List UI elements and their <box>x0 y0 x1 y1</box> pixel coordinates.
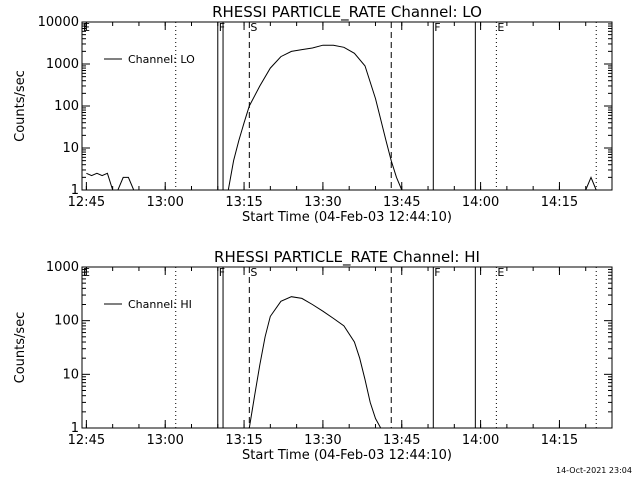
footer-timestamp: 14-Oct-2021 23:04 <box>556 466 632 475</box>
chart1-y-tick-label: 1000 <box>46 57 79 72</box>
chart2-y-tick-label: 1000 <box>46 260 79 275</box>
chart2-series-line <box>248 296 382 429</box>
chart2-marker-label: F <box>219 266 225 279</box>
chart2-y-axis-label: Counts/sec <box>13 312 28 384</box>
chart2-marker-label: E <box>83 266 90 279</box>
chart1-y-tick-label: 10000 <box>38 15 79 30</box>
chart2-x-tick-label: 12:45 <box>68 433 105 448</box>
chart2-title: RHESSI PARTICLE_RATE Channel: HI <box>214 248 480 267</box>
chart2-x-tick-label: 13:45 <box>383 433 420 448</box>
chart1-marker-label: F <box>434 21 440 34</box>
chart2-x-tick-label: 14:00 <box>462 433 499 448</box>
chart2-x-tick-label: 13:00 <box>146 433 183 448</box>
chart1-marker-label: F <box>219 21 225 34</box>
chart1-x-tick-label: 14:00 <box>462 195 499 210</box>
chart1-legend-label: Channel: LO <box>128 53 195 66</box>
chart1-x-tick-label: 12:45 <box>68 195 105 210</box>
chart1-plot-frame <box>81 21 613 191</box>
chart2-marker-label: S <box>250 266 257 279</box>
chart1-x-axis-label: Start Time (04-Feb-03 12:44:10) <box>242 210 452 225</box>
chart2-marker-label: E <box>497 266 504 279</box>
chart1-y-axis-label: Counts/sec <box>13 70 28 142</box>
chart2-x-tick-label: 14:15 <box>541 433 578 448</box>
chart2-x-tick-label: 13:15 <box>225 433 262 448</box>
chart1-x-tick-label: 14:15 <box>541 195 578 210</box>
chart1-x-tick-label: 13:45 <box>383 195 420 210</box>
chart1-series-line <box>86 44 597 191</box>
chart1-y-tick-label: 1 <box>71 183 79 198</box>
chart2-marker-label: F <box>434 266 440 279</box>
chart2-y-tick-label: 100 <box>54 314 79 329</box>
chart2-y-tick-label: 10 <box>62 367 79 382</box>
chart2-plot-frame <box>81 266 613 429</box>
chart2-legend-label: Channel: HI <box>128 298 192 311</box>
chart1-marker-label: E <box>83 21 90 34</box>
chart1-marker-label: S <box>250 21 257 34</box>
chart1-y-tick-label: 100 <box>54 99 79 114</box>
chart1-y-tick-label: 10 <box>62 141 79 156</box>
chart1-x-tick-label: 13:15 <box>225 195 262 210</box>
chart2-y-tick-label: 1 <box>71 421 79 436</box>
chart1-x-tick-label: 13:00 <box>146 195 183 210</box>
chart2-x-tick-label: 13:30 <box>304 433 341 448</box>
chart1-title: RHESSI PARTICLE_RATE Channel: LO <box>212 3 482 22</box>
chart2-x-axis-label: Start Time (04-Feb-03 12:44:10) <box>242 448 452 463</box>
chart1-x-tick-label: 13:30 <box>304 195 341 210</box>
chart1-marker-label: E <box>497 21 504 34</box>
